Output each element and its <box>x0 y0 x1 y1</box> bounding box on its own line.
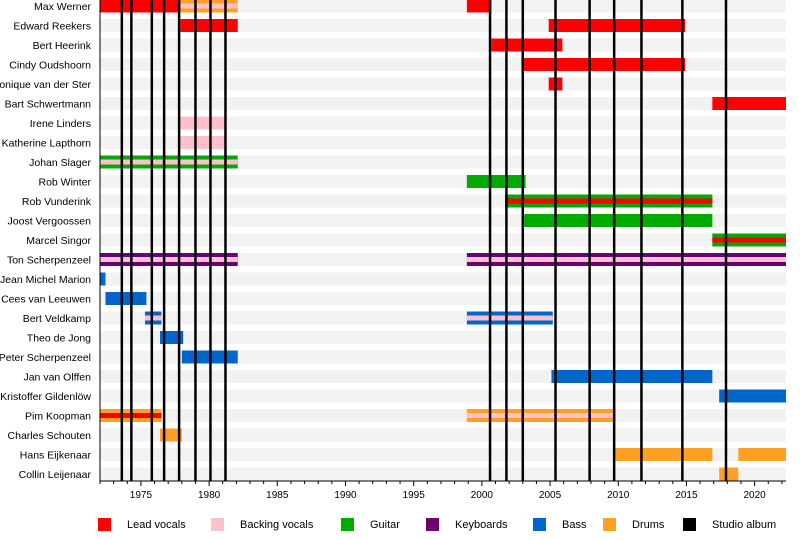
legend-swatch <box>98 518 111 531</box>
bar-lead-vocals <box>466 0 492 13</box>
bar-bass <box>551 370 713 383</box>
bar-drums <box>615 448 713 461</box>
bar-drums <box>738 448 786 461</box>
band-timeline-chart: Max Werner Edward Reekers Bert Heerink Cind… <box>0 0 786 501</box>
bar-lead-vocals <box>491 38 563 52</box>
x-axis: 1975 1980 1985 1990 1995 2000 2005 2010 2015 2020 <box>99 0 786 501</box>
bar-guitar <box>524 214 713 227</box>
bar-guitar <box>466 175 526 188</box>
stripe-backing-vocals <box>145 315 162 321</box>
tick-label: 2000 <box>471 490 494 501</box>
member-label: Pim Koopman <box>25 411 91 423</box>
tick-label: 1985 <box>266 490 289 501</box>
member-label: Cees van Leeuwen <box>1 294 91 306</box>
tick-label: 2005 <box>539 490 562 501</box>
bar-lead-vocals <box>712 97 786 110</box>
member-label: Max Werner <box>34 1 91 13</box>
member-label: Bert Heerink <box>33 40 92 52</box>
legend-label: Studio album <box>712 518 777 531</box>
legend-swatch <box>426 518 439 531</box>
member-label: Cindy Oudshoorn <box>9 60 91 72</box>
member-label: Monique van der Ster <box>0 79 91 91</box>
stripe-backing-vocals <box>100 159 238 165</box>
member-label: Katherine Lapthorn <box>2 138 91 150</box>
member-label: Collin Leijenaar <box>19 469 92 481</box>
legend-item-lead-vocals: Lead vocals <box>98 518 186 531</box>
bar-drums <box>719 467 739 481</box>
bar-drums <box>160 428 182 442</box>
tick-label: 1990 <box>334 490 357 501</box>
bar-bass <box>100 272 106 286</box>
member-label: Jean Michel Marion <box>0 274 91 286</box>
stripe-backing-vocals <box>466 257 786 262</box>
member-labels: Max Werner Edward Reekers Bert Heerink Cind… <box>0 1 92 481</box>
bar-lead-vocals <box>521 58 686 71</box>
legend-item-backing-vocals: Backing vocals <box>211 518 313 531</box>
member-label: Kristoffer Gildenlöw <box>0 391 91 403</box>
bar-bass <box>160 331 184 344</box>
member-label: Hans Eijkenaar <box>20 450 92 462</box>
member-label: Peter Scherpenzeel <box>0 352 91 364</box>
legend-item-keyboards: Keyboards <box>426 518 508 531</box>
tick-label: 1980 <box>198 490 221 501</box>
tick-label: 2010 <box>607 490 630 501</box>
tick-label: 1995 <box>403 490 426 501</box>
legend-label: Lead vocals <box>127 518 186 531</box>
legend-swatch <box>603 518 616 531</box>
legend-swatch <box>683 518 696 531</box>
member-bars <box>100 0 786 481</box>
bar-backing-vocals <box>180 116 226 130</box>
tick-label: 1975 <box>130 490 153 501</box>
legend: Lead vocals Backing vocals Guitar Keyboards… <box>0 518 800 538</box>
stripe-backing-vocals <box>466 315 553 321</box>
member-label: Johan Slager <box>29 157 91 169</box>
legend-swatch <box>533 518 546 531</box>
stripe-backing-vocals <box>180 3 238 9</box>
stripe-backing-vocals <box>100 257 238 262</box>
stripe-backing-vocals <box>466 413 616 418</box>
bar-backing-vocals <box>180 136 226 149</box>
bar-bass <box>105 292 147 305</box>
legend-item-studio-album: Studio album <box>683 518 776 531</box>
member-label: Rob Winter <box>38 177 91 189</box>
legend-label: Drums <box>632 518 665 531</box>
member-label: Ton Scherpenzeel <box>7 255 91 267</box>
member-label: Rob Vunderink <box>22 196 92 208</box>
member-label: Edward Reekers <box>13 21 91 33</box>
tick-label: 2015 <box>675 490 698 501</box>
legend-label: Keyboards <box>455 518 508 531</box>
legend-label: Bass <box>562 518 587 531</box>
member-label: Bart Schwertmann <box>5 99 92 111</box>
bar-lead-vocals <box>180 19 238 32</box>
member-label: Bert Veldkamp <box>23 313 91 325</box>
member-label: Jan van Olffen <box>23 372 91 384</box>
legend-label: Guitar <box>370 518 400 531</box>
bar-bass <box>719 389 786 403</box>
bar-lead-vocals <box>100 0 181 13</box>
member-label: Theo de Jong <box>27 333 91 345</box>
stripe-lead-vocals <box>712 237 786 243</box>
tick-label: 2020 <box>744 490 767 501</box>
member-label: Irene Linders <box>30 118 91 130</box>
member-label: Marcel Singor <box>26 235 91 247</box>
legend-item-drums: Drums <box>603 518 664 531</box>
studio-album-lines <box>120 0 728 481</box>
legend-swatch <box>211 518 224 531</box>
legend-label: Backing vocals <box>240 518 314 531</box>
legend-swatch <box>341 518 354 531</box>
member-label: Charles Schouten <box>8 430 92 442</box>
legend-item-bass: Bass <box>533 518 586 531</box>
member-label: Joost Vergoossen <box>8 216 92 228</box>
legend-item-guitar: Guitar <box>341 518 400 531</box>
bar-lead-vocals <box>548 19 686 32</box>
stripe-lead-vocals <box>505 198 713 204</box>
